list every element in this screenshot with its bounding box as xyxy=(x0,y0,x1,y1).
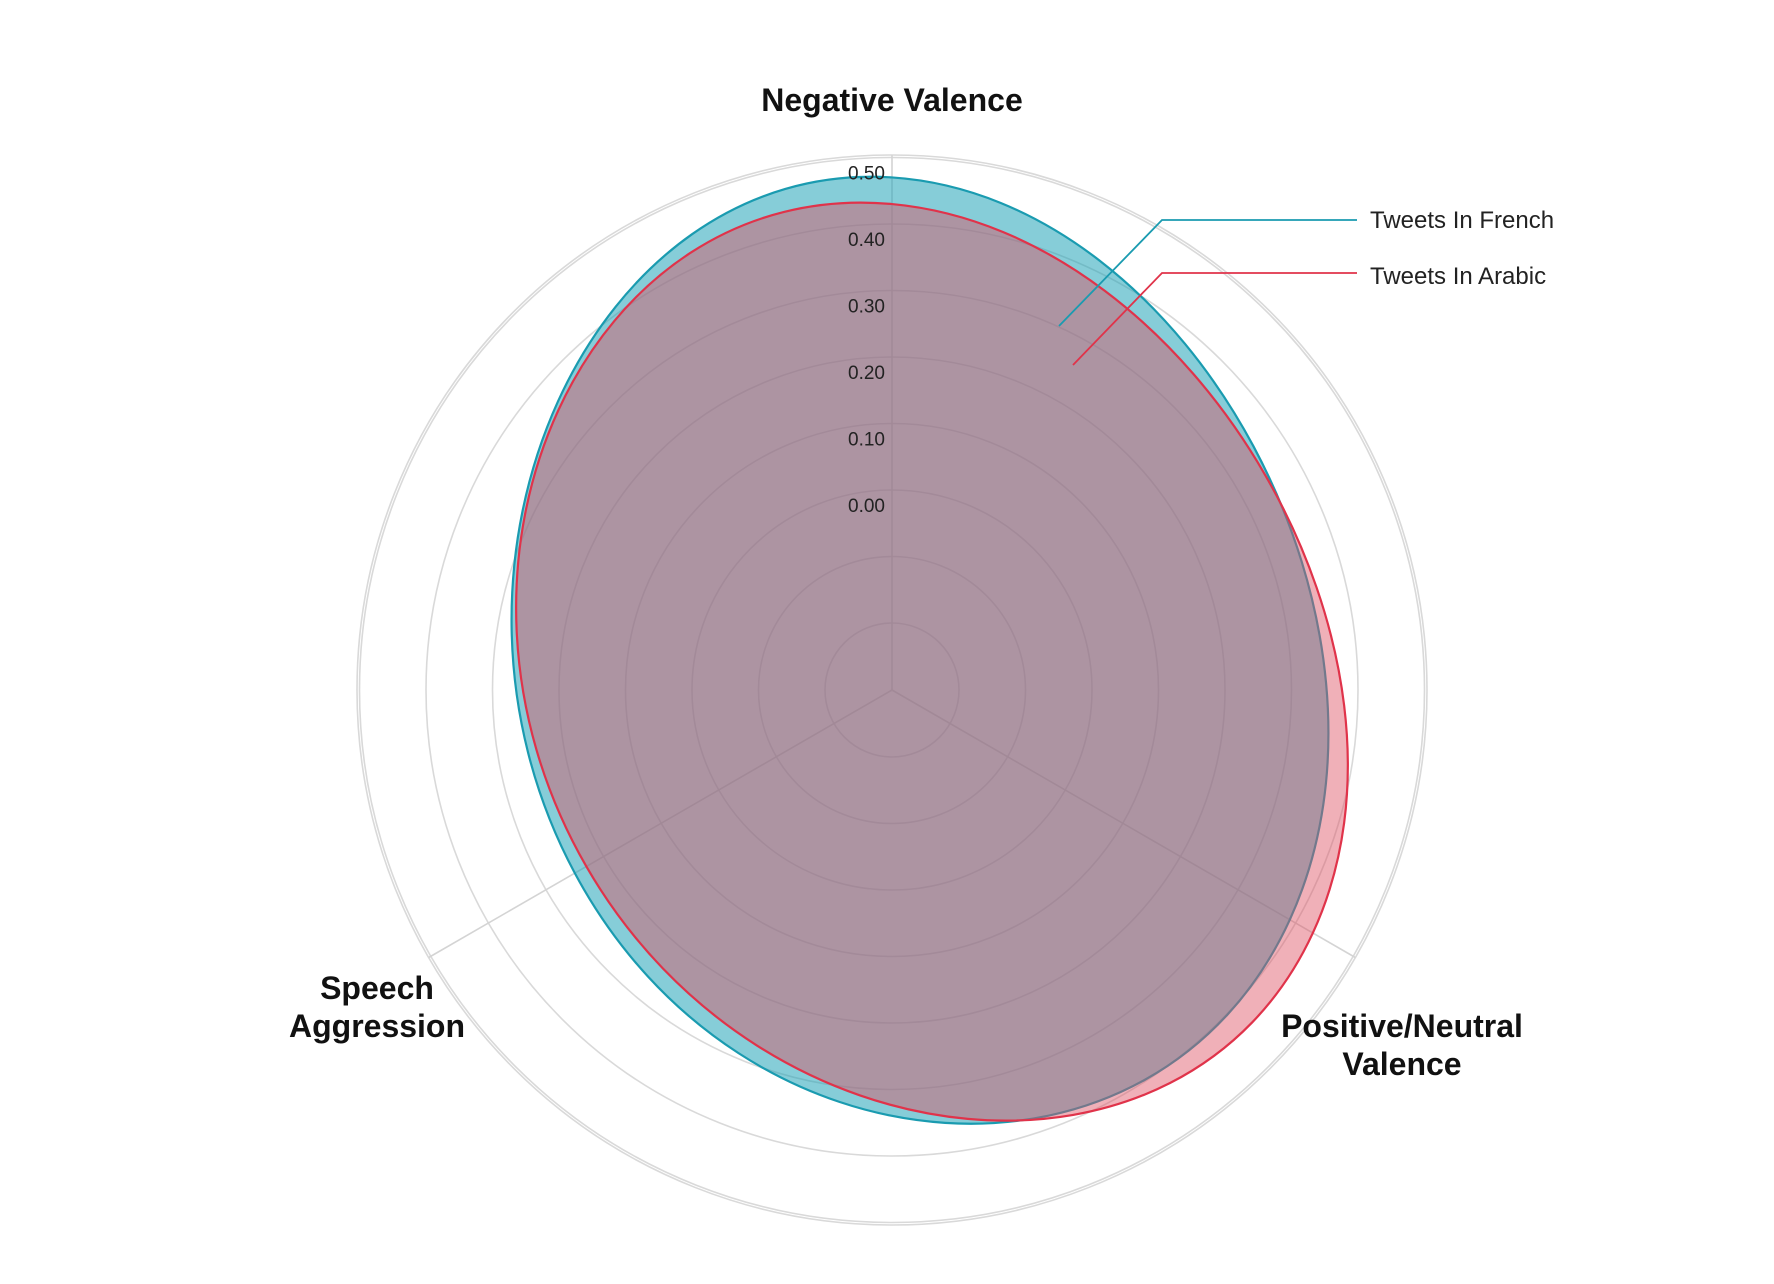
axis-label-negative-valence: Negative Valence xyxy=(761,82,1022,118)
axis-label-speech-aggression: Aggression xyxy=(289,1008,465,1044)
legend-leader-line xyxy=(1058,219,1357,327)
radial-tick-label: 0.40 xyxy=(848,230,885,251)
radial-tick-label: 0.50 xyxy=(848,164,885,185)
axis-label-positive-neutral-valence: Valence xyxy=(1342,1046,1461,1082)
radial-tick-label: 0.00 xyxy=(848,496,885,517)
series-layer xyxy=(510,175,1349,1125)
axis-label-positive-neutral-valence: Positive/Neutral xyxy=(1281,1008,1523,1044)
series-area-tweets-in-arabic xyxy=(515,201,1349,1122)
axis-label-speech-aggression: Speech xyxy=(320,970,434,1006)
radial-tick-label: 0.30 xyxy=(848,297,885,318)
legend-leader-line xyxy=(1072,272,1357,366)
tick-layer: 0.00 0.10 0.20 0.30 0.40 0.50 xyxy=(848,164,885,518)
legend-label: Tweets In Arabic xyxy=(1370,263,1546,290)
radial-tick-label: 0.20 xyxy=(848,363,885,384)
legend: Tweets In French Tweets In Arabic xyxy=(1058,207,1554,366)
legend-label: Tweets In French xyxy=(1370,207,1554,234)
radial-tick-label: 0.10 xyxy=(848,430,885,451)
series-area-tweets-in-french xyxy=(510,175,1330,1125)
